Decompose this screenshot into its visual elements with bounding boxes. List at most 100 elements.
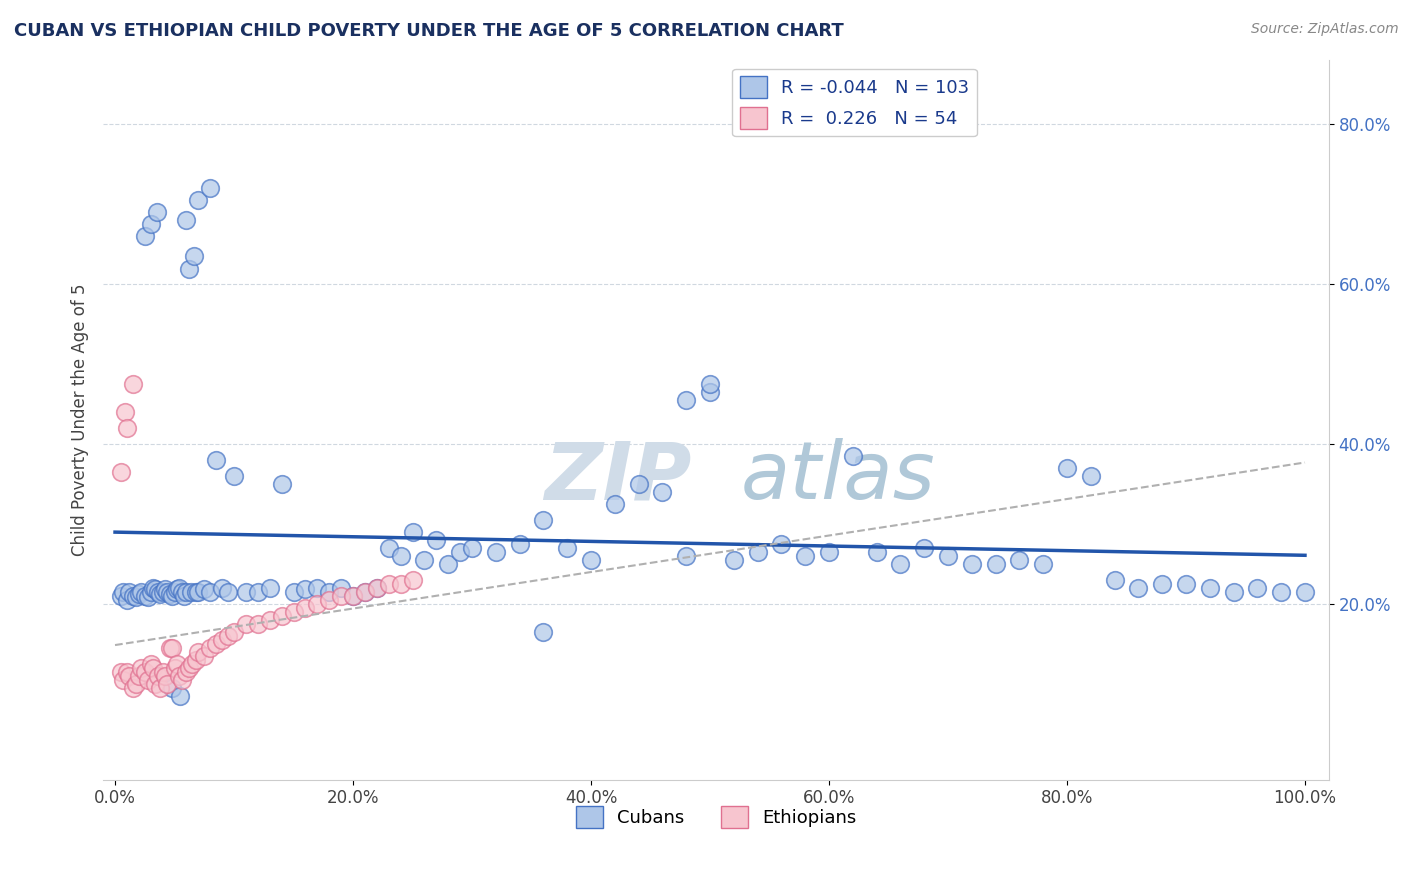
- Point: [1152, 576, 1174, 591]
- Point: [118, 668, 141, 682]
- Point: [129, 660, 152, 674]
- Point: [389, 549, 412, 563]
- Point: [1128, 581, 1150, 595]
- Point: [307, 581, 329, 595]
- Point: [110, 589, 132, 603]
- Point: [166, 657, 188, 671]
- Point: [128, 587, 150, 601]
- Point: [153, 668, 176, 682]
- Point: [818, 544, 841, 558]
- Point: [149, 681, 172, 695]
- Point: [142, 660, 165, 674]
- Point: [211, 581, 233, 595]
- Text: CUBAN VS ETHIOPIAN CHILD POVERTY UNDER THE AGE OF 5 CORRELATION CHART: CUBAN VS ETHIOPIAN CHILD POVERTY UNDER T…: [14, 22, 844, 40]
- Point: [145, 676, 167, 690]
- Point: [627, 476, 650, 491]
- Point: [200, 180, 222, 194]
- Point: [163, 660, 186, 674]
- Point: [1175, 576, 1198, 591]
- Point: [330, 581, 353, 595]
- Point: [222, 468, 245, 483]
- Point: [217, 629, 239, 643]
- Point: [139, 584, 162, 599]
- Point: [342, 589, 364, 603]
- Point: [181, 657, 204, 671]
- Point: [651, 484, 673, 499]
- Point: [413, 552, 436, 566]
- Point: [138, 591, 160, 605]
- Point: [169, 689, 191, 703]
- Point: [146, 584, 169, 599]
- Point: [1056, 460, 1078, 475]
- Point: [1246, 581, 1268, 595]
- Point: [283, 584, 305, 599]
- Point: [235, 616, 257, 631]
- Point: [259, 613, 281, 627]
- Point: [1104, 573, 1126, 587]
- Point: [318, 592, 340, 607]
- Point: [125, 676, 148, 690]
- Point: [145, 204, 167, 219]
- Point: [173, 589, 195, 603]
- Point: [675, 549, 697, 563]
- Point: [122, 589, 145, 603]
- Point: [187, 645, 209, 659]
- Point: [138, 673, 160, 687]
- Point: [377, 541, 399, 555]
- Point: [211, 632, 233, 647]
- Point: [222, 624, 245, 639]
- Point: [354, 584, 377, 599]
- Point: [110, 665, 132, 679]
- Point: [177, 660, 200, 674]
- Point: [193, 648, 215, 663]
- Point: [889, 557, 911, 571]
- Point: [555, 541, 578, 555]
- Point: [193, 582, 215, 597]
- Point: [122, 376, 145, 391]
- Point: [366, 581, 388, 595]
- Point: [145, 582, 167, 597]
- Point: [294, 600, 316, 615]
- Point: [169, 581, 191, 595]
- Point: [170, 584, 193, 599]
- Point: [283, 605, 305, 619]
- Point: [485, 544, 508, 558]
- Point: [159, 640, 181, 655]
- Point: [114, 404, 136, 418]
- Point: [125, 591, 148, 605]
- Point: [110, 465, 132, 479]
- Point: [112, 673, 135, 687]
- Point: [163, 584, 186, 599]
- Point: [159, 587, 181, 601]
- Point: [747, 544, 769, 558]
- Point: [270, 608, 292, 623]
- Point: [200, 584, 222, 599]
- Point: [115, 592, 138, 607]
- Point: [166, 582, 188, 597]
- Point: [912, 541, 935, 555]
- Point: [294, 582, 316, 597]
- Point: [1008, 552, 1031, 566]
- Point: [1198, 581, 1220, 595]
- Point: [152, 584, 174, 599]
- Point: [1222, 584, 1244, 599]
- Point: [160, 589, 183, 603]
- Point: [354, 584, 377, 599]
- Point: [187, 193, 209, 207]
- Point: [318, 584, 340, 599]
- Point: [217, 584, 239, 599]
- Point: [509, 536, 531, 550]
- Point: [449, 544, 471, 558]
- Point: [180, 584, 202, 599]
- Point: [169, 668, 191, 682]
- Point: [389, 576, 412, 591]
- Point: [160, 640, 183, 655]
- Point: [770, 536, 793, 550]
- Point: [128, 668, 150, 682]
- Point: [153, 582, 176, 597]
- Point: [112, 584, 135, 599]
- Point: [122, 681, 145, 695]
- Point: [187, 584, 209, 599]
- Point: [1294, 584, 1316, 599]
- Point: [259, 581, 281, 595]
